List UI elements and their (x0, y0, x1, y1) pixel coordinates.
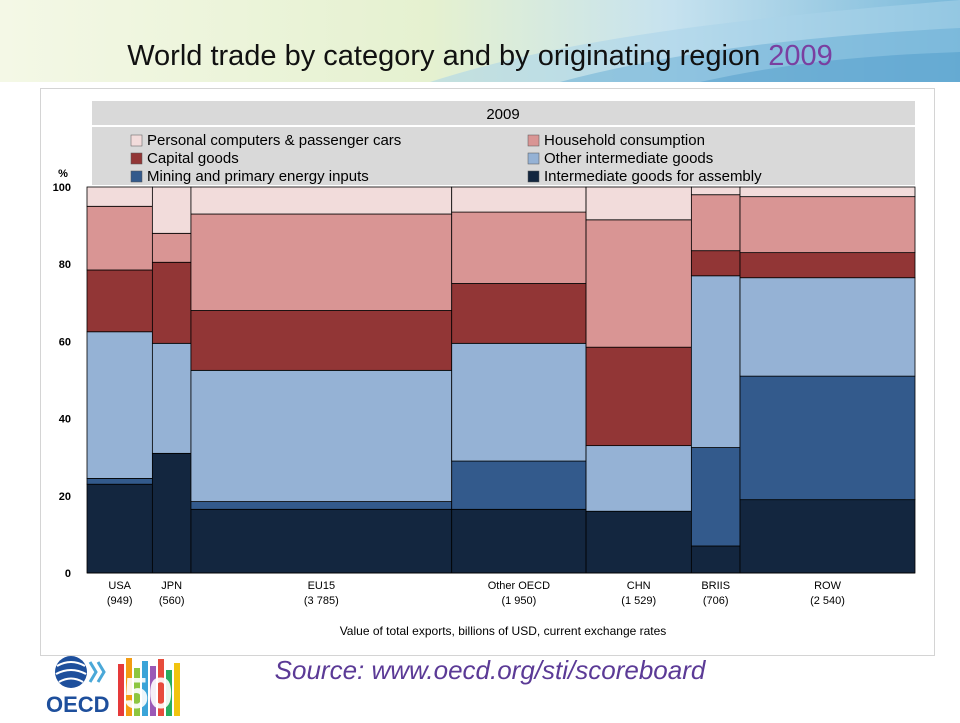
bar-other-oecd-intermediate-goods-for-assembly (451, 508, 587, 574)
logo-anniversary: 50 (124, 669, 173, 718)
x-tick-value-other-oecd: (1 950) (501, 595, 536, 607)
slide-title-text: World trade by category and by originati… (127, 40, 761, 72)
bar-row-intermediate-goods-for-assembly (739, 499, 916, 574)
legend-label-personal-computers-passenger-cars: Personal computers & passenger cars (147, 132, 401, 149)
x-tick-label-eu15: EU15 (308, 580, 336, 592)
bar-usa-other-intermediate-goods (86, 331, 153, 479)
bar-chn-other-intermediate-goods (585, 445, 692, 512)
bar-other-oecd-other-intermediate-goods (451, 342, 587, 462)
legend-swatch-mining-and-primary-energy-inputs (130, 170, 143, 183)
bar-other-oecd-personal-computers-passenger-cars (451, 186, 587, 213)
legend-swatch-household-consumption (527, 134, 540, 147)
bar-eu15-mining-and-primary-energy-inputs (190, 501, 453, 510)
chart-frame: 2009 Personal computers & passenger cars H… (40, 88, 935, 656)
bar-other-oecd-household-consumption (451, 211, 587, 284)
x-axis-label: Value of total exports, billions of USD,… (340, 624, 667, 638)
x-tick-value-row: (2 540) (810, 595, 845, 607)
bar-usa-household-consumption (86, 205, 153, 271)
bar-jpn-personal-computers-passenger-cars (151, 186, 192, 234)
bar-chn-capital-goods (585, 346, 692, 447)
bar-row-household-consumption (739, 196, 916, 254)
bar-jpn-other-intermediate-goods (151, 342, 192, 454)
bar-eu15-household-consumption (190, 213, 453, 311)
x-tick-label-other-oecd: Other OECD (488, 580, 550, 592)
legend-swatch-other-intermediate-goods (527, 152, 540, 165)
y-tick-100: 100 (53, 182, 71, 194)
bar-chn-household-consumption (585, 219, 692, 348)
y-tick-0: 0 (65, 568, 71, 580)
y-tick-40: 40 (59, 414, 71, 426)
bar-briis-intermediate-goods-for-assembly (690, 545, 741, 574)
bar-briis-mining-and-primary-energy-inputs (690, 447, 741, 547)
legend-label-household-consumption: Household consumption (544, 132, 705, 149)
bar-eu15-other-intermediate-goods (190, 369, 453, 502)
bar-briis-personal-computers-passenger-cars (690, 186, 741, 196)
bar-usa-personal-computers-passenger-cars (86, 186, 153, 207)
y-tick-20: 20 (59, 491, 71, 503)
bar-eu15-capital-goods (190, 310, 453, 371)
legend-label-mining-and-primary-energy-inputs: Mining and primary energy inputs (147, 168, 369, 185)
legend-label-capital-goods: Capital goods (147, 150, 239, 167)
x-tick-value-usa: (949) (107, 595, 133, 607)
x-tick-value-briis: (706) (703, 595, 729, 607)
y-tick-80: 80 (59, 259, 71, 271)
chart-title: 2009 (486, 106, 519, 123)
x-tick-label-chn: CHN (627, 580, 651, 592)
trade-chart: 2009 Personal computers & passenger cars H… (53, 101, 916, 638)
bar-jpn-household-consumption (151, 232, 192, 263)
bar-row-other-intermediate-goods (739, 277, 916, 377)
chart-title-band (92, 101, 915, 125)
bar-chn-intermediate-goods-for-assembly (585, 510, 692, 574)
source-note: Source: www.oecd.org/sti/scoreboard (274, 655, 706, 685)
legend-label-intermediate-goods-for-assembly: Intermediate goods for assembly (544, 168, 762, 185)
bar-other-oecd-capital-goods (451, 283, 587, 344)
x-tick-label-usa: USA (108, 580, 131, 592)
bar-jpn-capital-goods (151, 261, 192, 344)
bar-row-capital-goods (739, 252, 916, 279)
y-axis-label: % (58, 168, 68, 180)
bar-briis-household-consumption (690, 194, 741, 252)
bar-jpn-intermediate-goods-for-assembly (151, 452, 192, 574)
bar-row-mining-and-primary-energy-inputs (739, 375, 916, 501)
x-tick-value-chn: (1 529) (621, 595, 656, 607)
bar-eu15-personal-computers-passenger-cars (190, 186, 453, 215)
legend-band (92, 127, 915, 185)
legend-swatch-capital-goods (130, 152, 143, 165)
x-tick-label-briis: BRIIS (701, 580, 730, 592)
x-tick-label-jpn: JPN (161, 580, 182, 592)
bar-usa-mining-and-primary-energy-inputs (86, 478, 153, 485)
x-tick-label-row: ROW (814, 580, 842, 592)
header-decoration (0, 0, 960, 82)
slide-title: World trade by category and by originati… (0, 40, 960, 73)
logo-wordmark: OECD (46, 692, 110, 717)
bar-row-personal-computers-passenger-cars (739, 186, 916, 198)
bar-chn-personal-computers-passenger-cars (585, 186, 692, 221)
y-tick-60: 60 (59, 336, 71, 348)
legend-swatch-intermediate-goods-for-assembly (527, 170, 540, 183)
legend-swatch-personal-computers-passenger-cars (130, 134, 143, 147)
x-tick-value-jpn: (560) (159, 595, 185, 607)
bar-briis-other-intermediate-goods (690, 275, 741, 448)
bar-usa-intermediate-goods-for-assembly (86, 483, 153, 574)
oecd-logo: OECD 50 (44, 652, 184, 718)
bar-eu15-intermediate-goods-for-assembly (190, 508, 453, 574)
slide-title-year: 2009 (768, 40, 833, 72)
x-tick-value-eu15: (3 785) (304, 595, 339, 607)
bar-briis-capital-goods (690, 250, 741, 277)
bar-other-oecd-mining-and-primary-energy-inputs (451, 460, 587, 510)
legend-label-other-intermediate-goods: Other intermediate goods (544, 150, 713, 167)
bar-usa-capital-goods (86, 269, 153, 333)
